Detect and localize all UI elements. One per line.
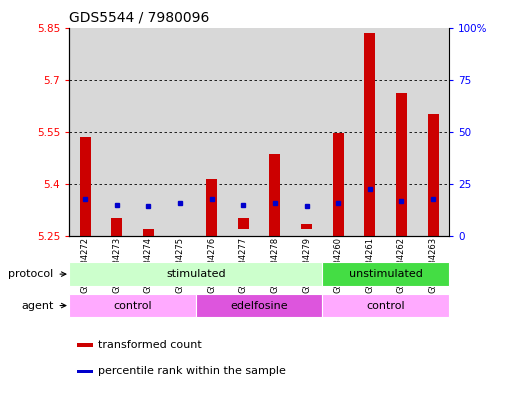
Bar <box>143 229 154 236</box>
Text: percentile rank within the sample: percentile rank within the sample <box>98 366 286 376</box>
Bar <box>227 28 259 236</box>
Bar <box>354 28 386 236</box>
Bar <box>291 28 322 236</box>
Bar <box>396 94 407 236</box>
Bar <box>77 369 93 373</box>
Bar <box>332 133 344 236</box>
Bar <box>69 294 196 317</box>
Bar <box>417 28 449 236</box>
Bar <box>77 343 93 347</box>
Text: control: control <box>366 301 405 310</box>
Bar <box>196 294 322 317</box>
Bar <box>69 28 101 236</box>
Bar <box>101 28 132 236</box>
Bar <box>322 28 354 236</box>
Bar <box>259 28 291 236</box>
Bar <box>322 294 449 317</box>
Bar <box>164 28 196 236</box>
Text: transformed count: transformed count <box>98 340 202 350</box>
Bar <box>206 178 217 236</box>
Text: unstimulated: unstimulated <box>349 269 423 279</box>
Bar <box>364 33 376 236</box>
Bar <box>196 28 227 236</box>
Bar <box>132 28 164 236</box>
Text: control: control <box>113 301 152 310</box>
Bar <box>269 154 281 236</box>
Text: GDS5544 / 7980096: GDS5544 / 7980096 <box>69 11 210 25</box>
Text: edelfosine: edelfosine <box>230 301 288 310</box>
Bar <box>301 224 312 229</box>
Bar <box>427 114 439 236</box>
Bar <box>69 263 322 286</box>
Bar <box>238 219 249 229</box>
Bar <box>322 263 449 286</box>
Text: protocol: protocol <box>8 269 53 279</box>
Bar <box>386 28 417 236</box>
Bar <box>80 137 91 236</box>
Bar <box>111 219 122 236</box>
Text: stimulated: stimulated <box>166 269 226 279</box>
Text: agent: agent <box>21 301 53 310</box>
